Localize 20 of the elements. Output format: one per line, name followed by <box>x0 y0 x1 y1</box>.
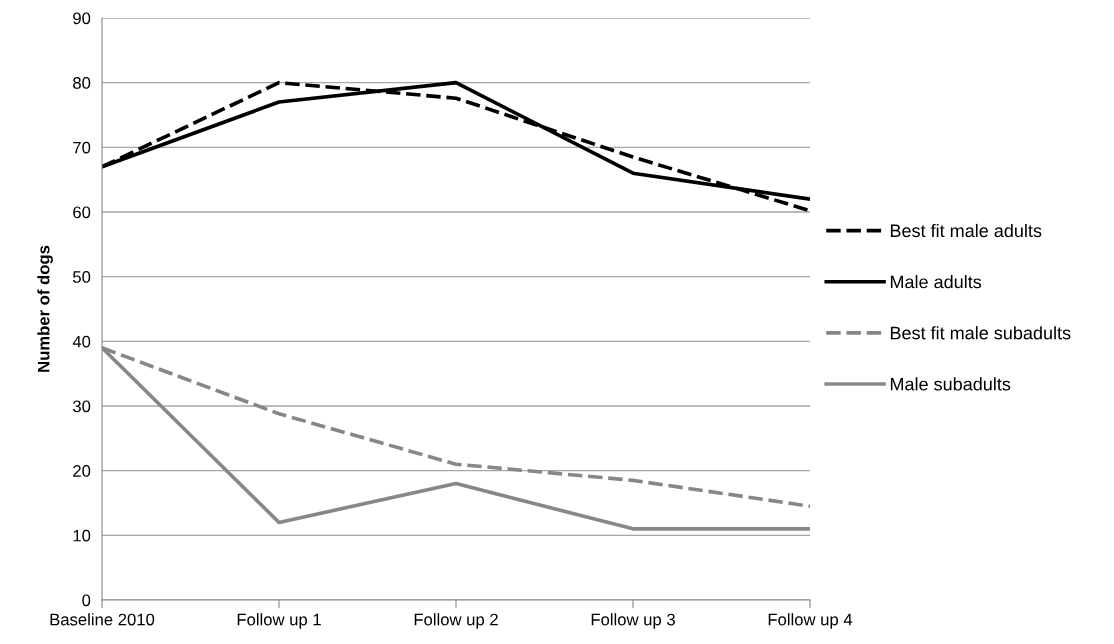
x-tick-label: Baseline 2010 <box>50 613 155 626</box>
y-tick-label: 80 <box>73 77 91 89</box>
y-tick-label: 40 <box>72 335 91 348</box>
y-axis-title: Number of dogs <box>37 245 53 372</box>
y-tick-label: 20 <box>73 465 91 477</box>
y-tick-label: 0 <box>82 594 91 607</box>
legend-label: Male adults <box>890 275 982 289</box>
y-tick-label: 10 <box>73 529 91 542</box>
x-tick-label: Follow up 1 <box>237 613 321 629</box>
x-tick-label: Follow up 3 <box>591 613 675 629</box>
legend-label: Best fit male subadults <box>890 326 1071 340</box>
legend-label: Male subadults <box>890 377 1011 391</box>
x-tick-label: Follow up 2 <box>414 613 498 629</box>
y-tick-label: 90 <box>73 12 91 25</box>
x-tick-label: Follow up 4 <box>768 613 853 629</box>
legend-label: Best fit male adults <box>890 223 1042 238</box>
y-tick-label: 50 <box>73 271 91 283</box>
y-tick-label: 30 <box>72 400 91 413</box>
y-tick-label: 70 <box>73 141 91 154</box>
y-tick-label: 60 <box>73 206 91 219</box>
